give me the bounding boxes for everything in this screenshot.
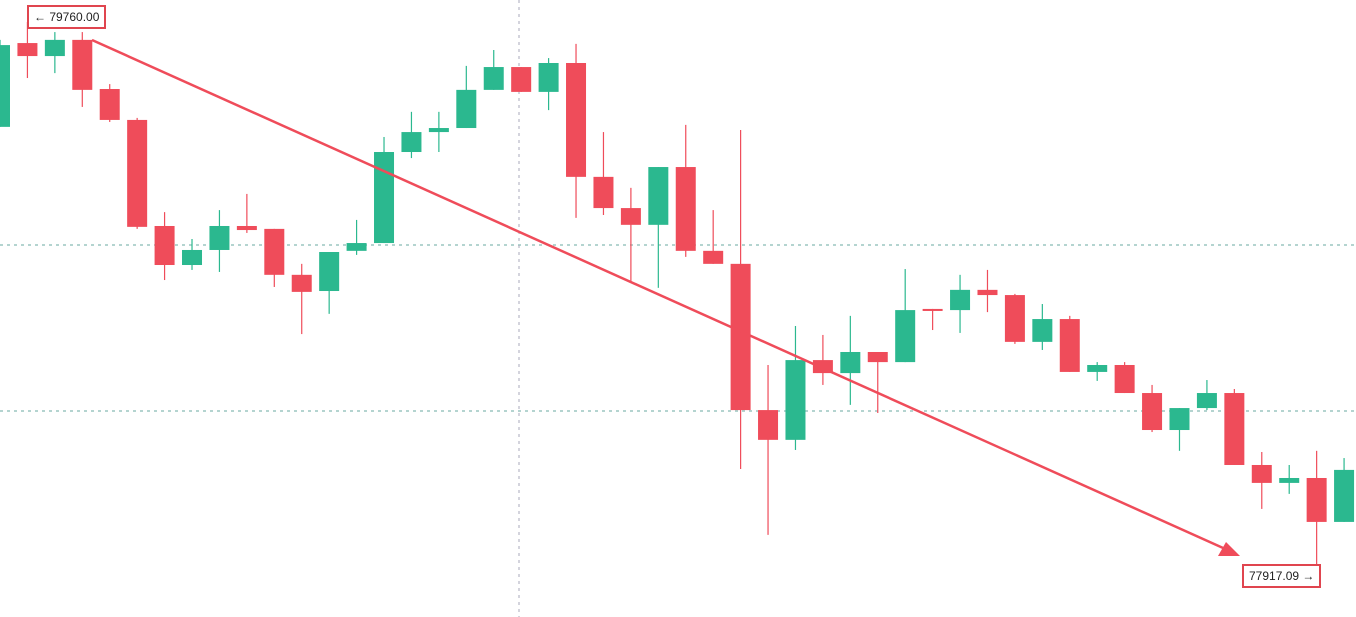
candle-body [1087,364,1108,372]
candle-body [703,250,724,264]
candle-body [346,243,367,251]
trend-arrow [91,38,1233,554]
candle-body [1169,408,1190,431]
candle-body [950,289,971,311]
candle-body [1059,319,1080,372]
candle-body [291,274,312,292]
candle-body [44,39,65,57]
candle-body [1251,464,1272,483]
candle-body [620,208,641,225]
candle-body [483,67,504,90]
candle-body [675,167,696,251]
candle-body [236,225,257,231]
candle-body [1114,364,1135,394]
candle-body [593,176,614,209]
candle-body [428,128,449,133]
candle-body [1032,319,1053,342]
candle-body [840,351,861,374]
candle-body [1142,393,1163,431]
candle-body [127,119,148,227]
candle-body [182,249,203,266]
candle-body [648,167,669,225]
candle-body [1196,393,1217,409]
candle-body [1004,295,1025,342]
candle-body [456,89,477,129]
candle-body [511,67,532,92]
candle-body [319,252,340,292]
candle-body [401,132,422,153]
candle-body [17,43,38,57]
arrow-head [1218,542,1240,556]
candle-body [785,360,806,440]
candle-body [1334,469,1355,522]
candle-body [1279,477,1300,483]
candle-body [72,39,93,90]
candle-body [0,45,10,127]
candle-body [154,225,175,266]
candle-body [977,289,998,296]
candle-body [374,152,395,244]
candles [0,21,1355,565]
candle-body [99,89,120,120]
candle-body [538,63,559,92]
high-label: ← 79760.00 [27,5,107,29]
candle-body [264,228,285,275]
candle-body [1306,477,1327,522]
candle-body [730,263,751,411]
candle-body [566,63,587,177]
candle-body [758,410,779,440]
candle-body [209,225,230,250]
candle-body [867,351,888,363]
candle-body [895,310,916,363]
candle-body [922,308,943,311]
candle-body [1224,393,1245,465]
low-label: 77917.09 → [1242,564,1322,588]
